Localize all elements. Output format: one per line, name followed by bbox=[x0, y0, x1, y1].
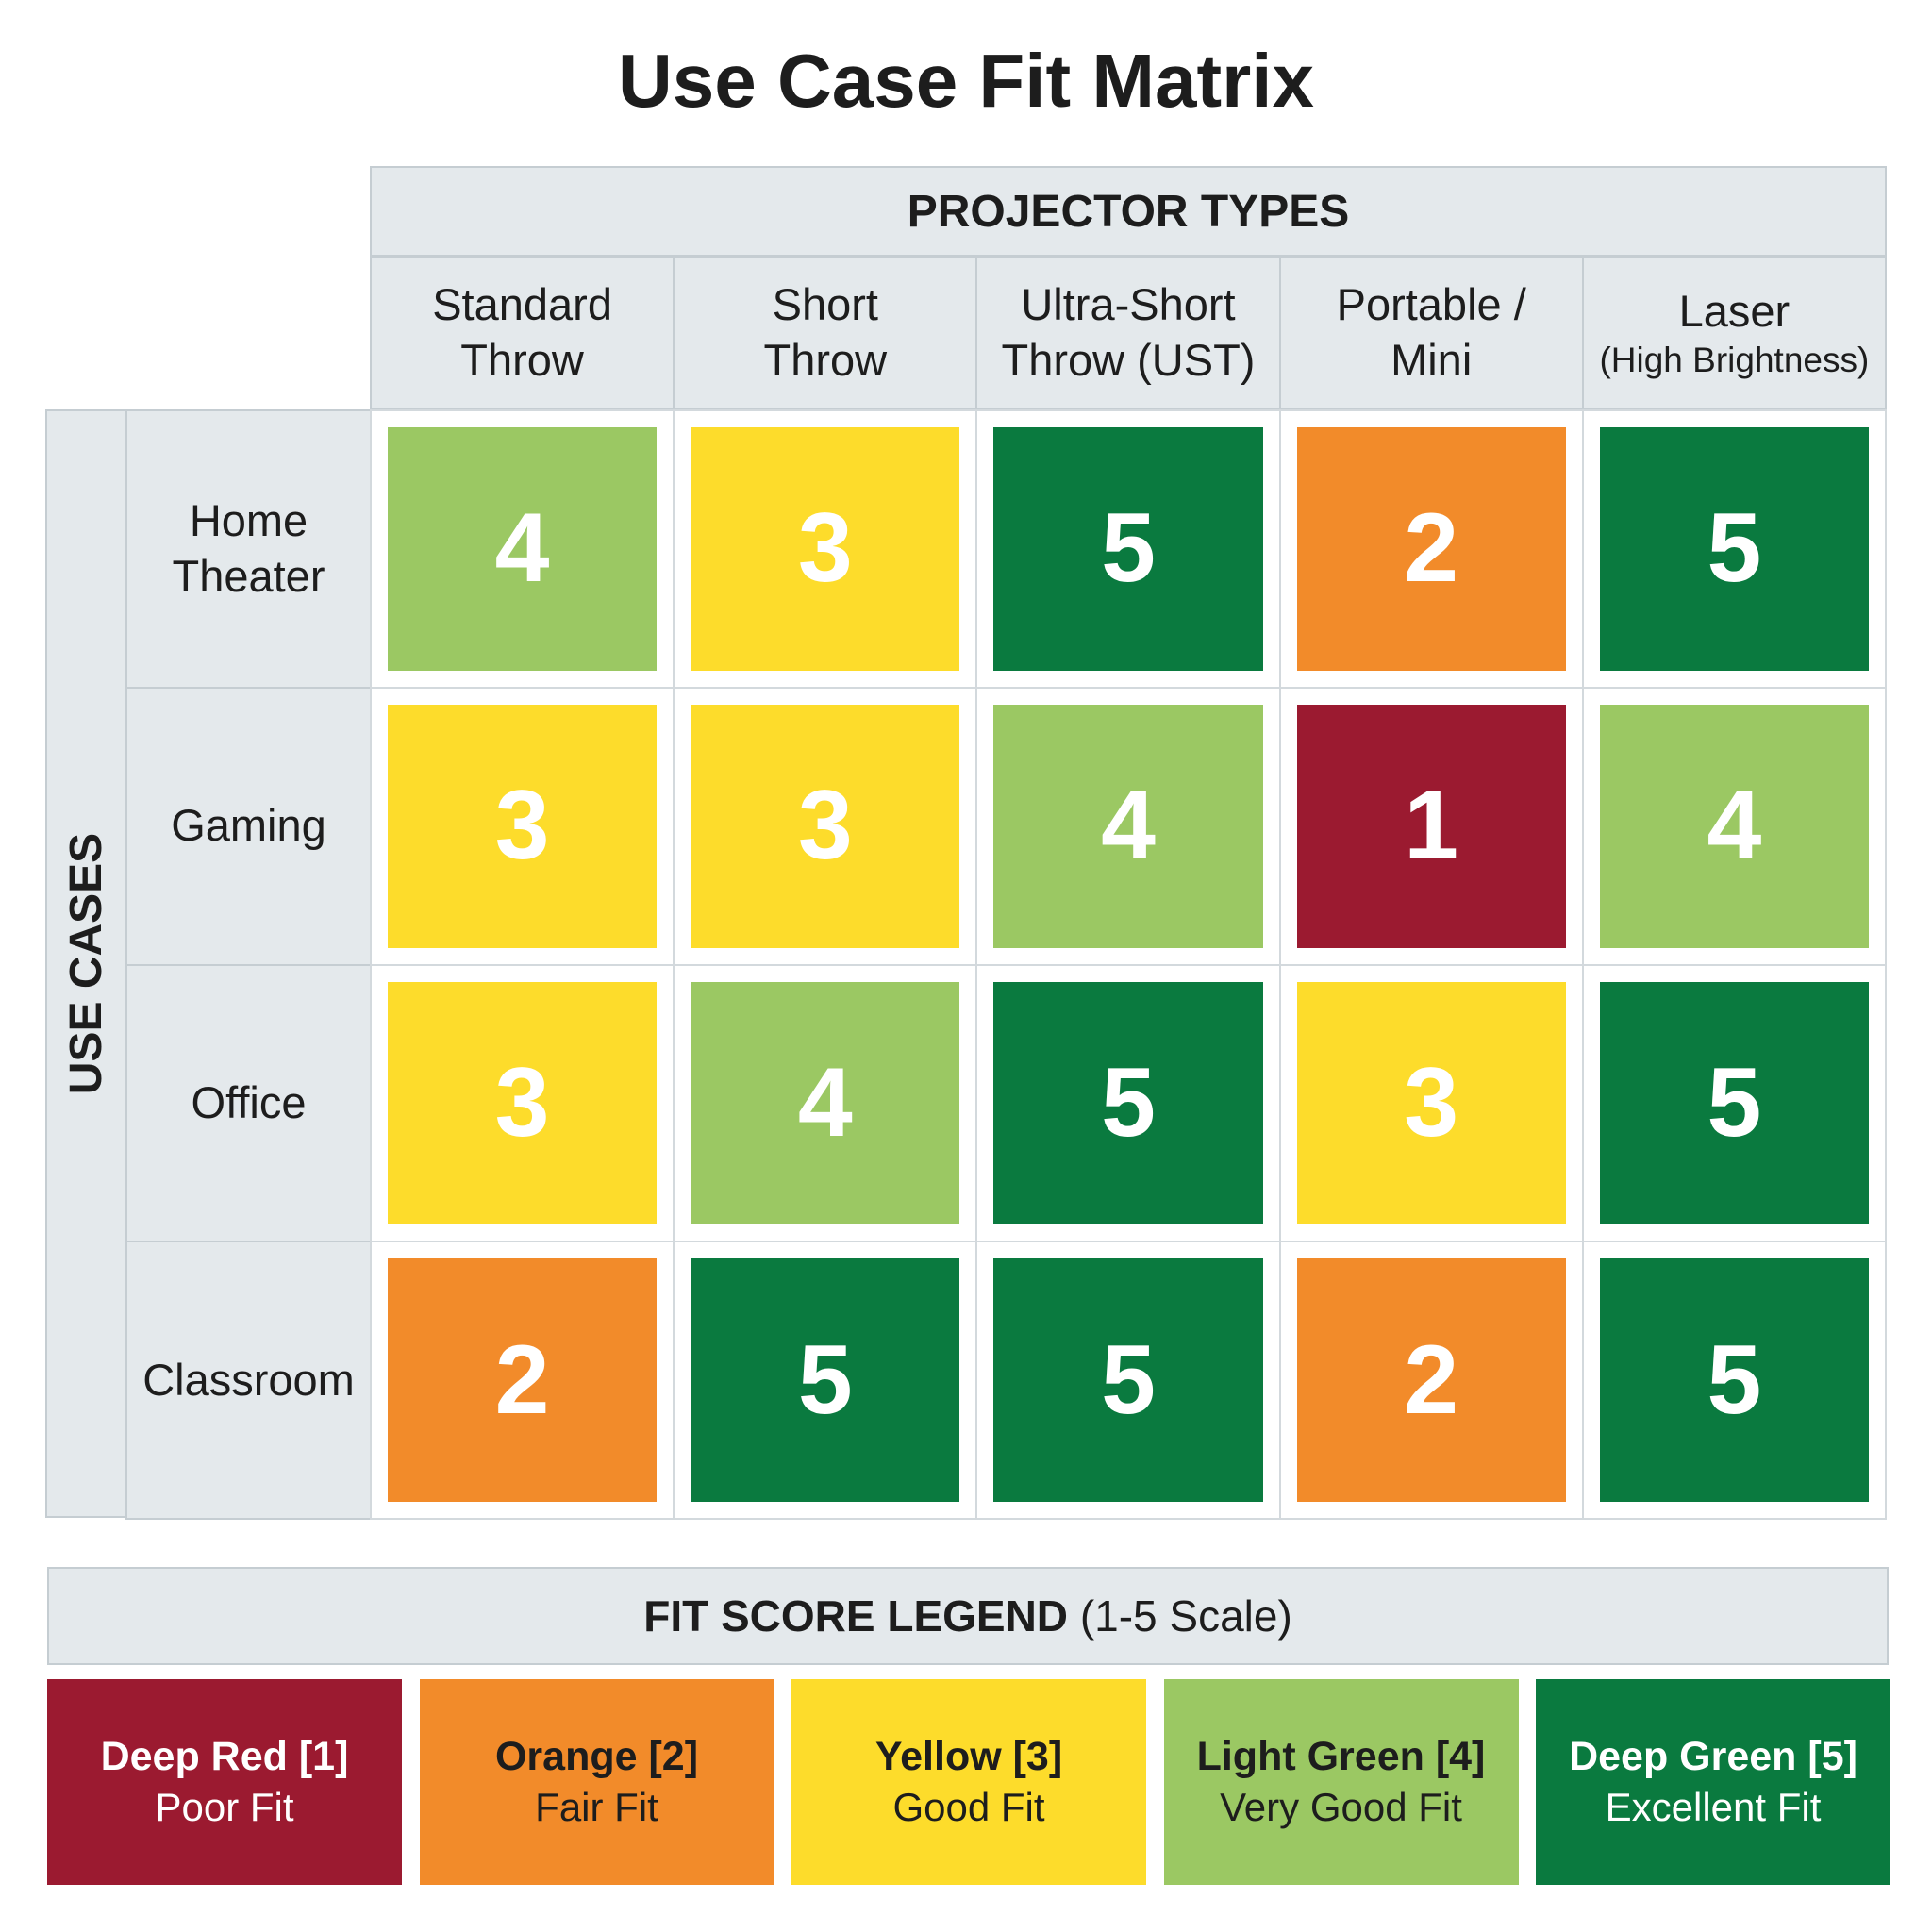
cell: 5 bbox=[975, 409, 1281, 689]
legend-description: Excellent Fit bbox=[1605, 1784, 1822, 1829]
column-header-line: Standard bbox=[432, 279, 612, 330]
legend-header: FIT SCORE LEGEND (1-5 Scale) bbox=[47, 1567, 1889, 1665]
score-tile: 3 bbox=[691, 704, 960, 948]
cell: 4 bbox=[975, 686, 1281, 966]
column-header-line: Short bbox=[772, 279, 878, 330]
score-tile: 4 bbox=[993, 704, 1263, 948]
score-tile: 5 bbox=[1599, 427, 1869, 671]
score-tile: 4 bbox=[388, 427, 658, 671]
legend-description: Fair Fit bbox=[535, 1784, 658, 1829]
cell: 3 bbox=[370, 686, 675, 966]
score-tile: 2 bbox=[1296, 427, 1566, 671]
column-header-line: Mini bbox=[1391, 335, 1473, 385]
row-header: Classroom bbox=[125, 1241, 372, 1520]
cell: 5 bbox=[1581, 409, 1887, 689]
row-header: Gaming bbox=[125, 686, 372, 966]
score-tile: 3 bbox=[1296, 981, 1566, 1225]
score-tile: 3 bbox=[388, 704, 658, 948]
score-tile: 5 bbox=[691, 1258, 960, 1502]
legend-description: Poor Fit bbox=[155, 1784, 294, 1829]
score-tile: 4 bbox=[1599, 704, 1869, 948]
row-header-line: Classroom bbox=[142, 1354, 355, 1405]
row-header-line: Home bbox=[189, 495, 308, 546]
cell: 5 bbox=[975, 1241, 1281, 1520]
legend-label: Yellow [3] bbox=[874, 1733, 1063, 1779]
cell: 2 bbox=[1278, 409, 1584, 689]
legend-item: Deep Green [5] Excellent Fit bbox=[1536, 1679, 1890, 1885]
legend-description: Good Fit bbox=[892, 1784, 1045, 1829]
column-header: Laser (High Brightness) bbox=[1581, 257, 1887, 409]
cell: 5 bbox=[1581, 963, 1887, 1243]
legend-label: Deep Green [5] bbox=[1569, 1733, 1857, 1779]
legend-label: Deep Red [1] bbox=[100, 1733, 349, 1779]
cell: 4 bbox=[370, 409, 675, 689]
score-tile: 4 bbox=[691, 981, 960, 1225]
legend-item: Yellow [3] Good Fit bbox=[791, 1679, 1146, 1885]
row-header-line: Theater bbox=[172, 550, 325, 601]
row-header-line: Office bbox=[191, 1077, 307, 1127]
score-tile: 3 bbox=[388, 981, 658, 1225]
cell: 3 bbox=[1278, 963, 1584, 1243]
cell: 2 bbox=[1278, 1241, 1584, 1520]
cell: 5 bbox=[1581, 1241, 1887, 1520]
row-group: USE CASES bbox=[61, 832, 111, 1095]
row-header: Home Theater bbox=[125, 409, 372, 689]
score-tile: 3 bbox=[691, 427, 960, 671]
legend-item: Deep Red [1] Poor Fit bbox=[47, 1679, 402, 1885]
column-header-line: Throw bbox=[460, 335, 584, 385]
score-tile: 5 bbox=[993, 1258, 1263, 1502]
score-tile: 2 bbox=[1296, 1258, 1566, 1502]
cell: 3 bbox=[673, 409, 978, 689]
cell: 5 bbox=[975, 963, 1281, 1243]
cell: 4 bbox=[673, 963, 978, 1243]
column-header-line: Laser bbox=[1678, 285, 1790, 336]
score-tile: 5 bbox=[993, 427, 1263, 671]
column-header-line: Throw (UST) bbox=[1001, 335, 1256, 385]
legend-title: FIT SCORE LEGEND bbox=[643, 1591, 1069, 1641]
column-header: Ultra-Short Throw (UST) bbox=[975, 257, 1281, 409]
cell: 4 bbox=[1581, 686, 1887, 966]
cell: 3 bbox=[370, 963, 675, 1243]
column-header: Short Throw bbox=[673, 257, 978, 409]
cell: 2 bbox=[370, 1241, 675, 1520]
legend-label: Orange [2] bbox=[494, 1733, 699, 1779]
legend-description: Very Good Fit bbox=[1220, 1784, 1462, 1829]
score-tile: 5 bbox=[993, 981, 1263, 1225]
column-header: Standard Throw bbox=[370, 257, 675, 409]
row-header-line: Gaming bbox=[171, 800, 326, 851]
column-group: PROJECTOR TYPES bbox=[370, 166, 1887, 257]
column-header: Portable / Mini bbox=[1278, 257, 1584, 409]
legend-label: Light Green [4] bbox=[1196, 1733, 1486, 1779]
legend-item: Orange [2] Fair Fit bbox=[419, 1679, 774, 1885]
column-header-line: Portable / bbox=[1336, 279, 1526, 330]
column-header-line: Throw bbox=[763, 335, 888, 385]
score-tile: 2 bbox=[388, 1258, 658, 1502]
cell: 1 bbox=[1278, 686, 1584, 966]
row-group-band: USE CASES bbox=[45, 409, 127, 1518]
cell: 5 bbox=[673, 1241, 978, 1520]
title: Use Case Fit Matrix bbox=[617, 39, 1315, 123]
score-tile: 5 bbox=[1599, 981, 1869, 1225]
column-header-note: (High Brightness) bbox=[1599, 341, 1870, 380]
legend-subtitle: (1-5 Scale) bbox=[1079, 1591, 1292, 1641]
legend-item: Light Green [4] Very Good Fit bbox=[1163, 1679, 1519, 1885]
score-tile: 1 bbox=[1296, 704, 1566, 948]
row-header: Office bbox=[125, 963, 372, 1243]
column-header-line: Ultra-Short bbox=[1021, 279, 1236, 330]
cell: 3 bbox=[673, 686, 978, 966]
score-tile: 5 bbox=[1599, 1258, 1869, 1502]
